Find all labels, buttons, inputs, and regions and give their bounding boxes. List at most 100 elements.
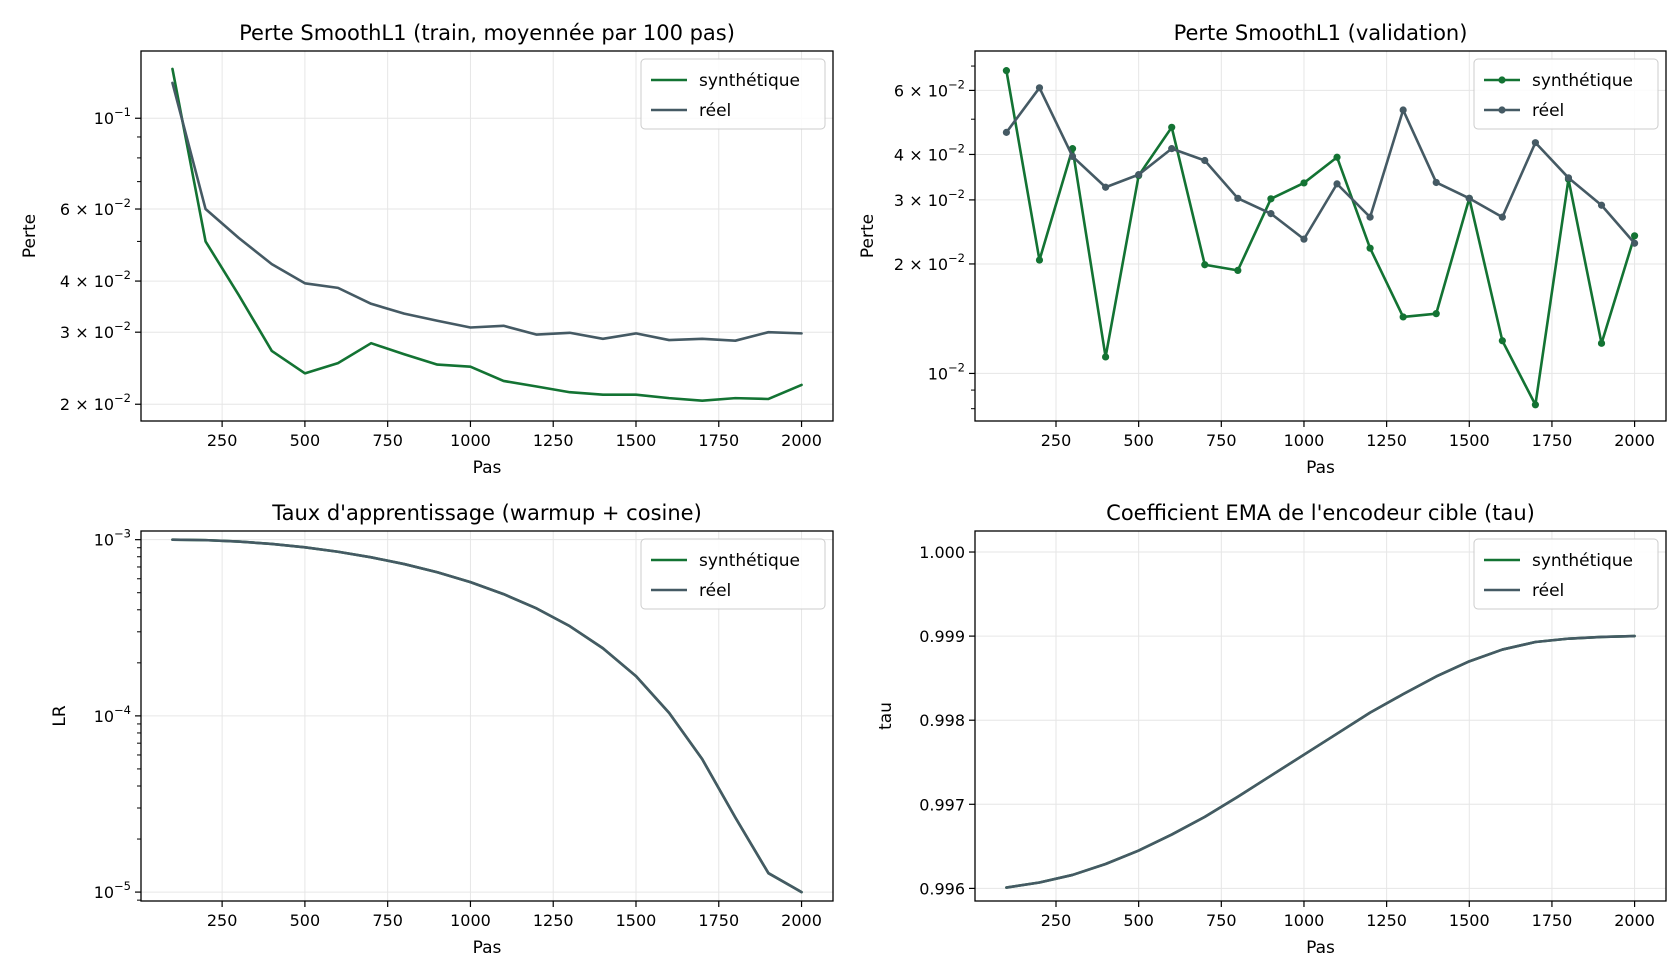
legend-label: réel [699,581,731,601]
tick-exponent: −4 [114,703,131,717]
x-tick-label: 1000 [450,431,491,450]
legend-marker [1498,76,1506,84]
tick-base: 10 [94,531,114,550]
legend-label: synthétique [699,551,800,571]
tick-mantissa: 2 × [60,395,94,414]
y-tick-label: 0.998 [919,711,965,730]
x-tick-label: 500 [1123,431,1154,450]
x-axis-label: Pas [473,458,502,478]
y-tick-label: 10−4 [94,703,131,726]
y-tick-label: 10−1 [94,105,131,128]
data-point [1234,266,1242,274]
tick-mantissa: 6 × [60,200,94,219]
legend-box [640,538,826,610]
y-tick-label: 0.996 [919,879,965,898]
data-point [1135,171,1143,179]
y-tick-label: 6 × 10−2 [894,77,965,100]
x-tick-label: 1250 [1366,431,1407,450]
x-tick-label: 2000 [781,911,822,930]
x-tick-label: 750 [372,911,403,930]
legend: synthétique réel [1473,538,1659,610]
tick-base: 10 [928,364,948,383]
x-tick-label: 1750 [698,911,739,930]
legend-box [640,58,826,130]
series-line-2 [171,538,803,894]
x-tick-label: 750 [372,431,403,450]
x-axis-label: Pas [1306,458,1335,478]
data-point [1432,310,1440,318]
data-point [1366,244,1374,252]
data-point [1035,84,1044,92]
legend: synthétique réel [640,538,826,610]
tick-exponent: −2 [114,268,131,282]
x-tick-label: 750 [1206,911,1237,930]
y-tick-label: 10−5 [94,879,131,902]
x-tick-label: 1000 [1284,911,1325,930]
x-tick-label: 1000 [1284,431,1325,450]
data-point [1168,123,1176,131]
x-tick-label: 1250 [533,911,574,930]
data-point [1267,195,1275,203]
y-tick-label: 4 × 10−2 [60,268,131,291]
series-line-1 [1005,69,1636,407]
y-axis-label: tau [876,702,896,730]
x-tick-label: 2000 [781,431,822,450]
x-tick-label: 2000 [1614,911,1655,930]
tick-mantissa: 2 × [894,255,928,274]
data-point [1101,353,1110,361]
x-tick-label: 500 [290,431,321,450]
tick-base: 10 [928,191,948,210]
data-point [1366,213,1374,221]
x-tick-label: 1500 [1449,911,1490,930]
chart-title: Taux d'apprentissage (warmup + cosine) [271,501,702,525]
legend-box [1473,58,1659,130]
tick-exponent: −2 [948,77,965,91]
data-point [1002,67,1011,75]
x-tick-label: 1750 [698,431,739,450]
chart-title: Perte SmoothL1 (validation) [1174,21,1468,45]
legend: synthétique réel [640,58,826,130]
tick-exponent: −2 [948,141,965,155]
tick-base: 10 [928,81,948,100]
data-point [1201,156,1209,165]
data-point [1333,153,1341,161]
tick-base: 10 [94,707,114,726]
data-point [1234,194,1242,202]
x-tick-label: 2000 [1614,431,1655,450]
tick-mantissa: 4 × [894,145,928,164]
tick-base: 10 [928,255,948,274]
y-tick-label: 10−2 [928,360,965,383]
legend-label: synthétique [1532,71,1633,91]
data-point [1432,178,1440,187]
tick-exponent: −2 [948,360,965,374]
series-line-2 [1005,86,1636,245]
data-point [1068,152,1077,161]
x-tick-label: 1000 [450,911,491,930]
axes-frame [974,530,1667,902]
data-point [1333,180,1341,188]
data-point [1630,239,1639,247]
y-axis-label: Perte [858,214,878,258]
legend-label: réel [1532,581,1564,601]
data-point [1531,401,1540,409]
y-tick-label: 3 × 10−2 [894,187,965,210]
data-point [1300,235,1308,243]
data-point [1267,210,1275,218]
data-point [1101,183,1110,191]
y-tick-label: 4 × 10−2 [894,141,965,164]
tick-base: 10 [94,395,114,414]
x-tick-label: 750 [1206,431,1237,450]
x-tick-label: 500 [1123,911,1154,930]
tick-mantissa: 3 × [894,191,928,210]
axes-frame [974,50,1667,422]
x-tick-label: 1750 [1532,911,1573,930]
tick-exponent: −2 [114,196,131,210]
legend-box [1473,538,1659,610]
chart-title: Coefficient EMA de l'encodeur cible (tau… [1106,501,1535,525]
x-tick-label: 1750 [1532,431,1573,450]
y-tick-label: 2 × 10−2 [894,251,965,274]
y-tick-label: 10−3 [94,527,131,550]
y-tick-label: 3 × 10−2 [60,319,131,342]
